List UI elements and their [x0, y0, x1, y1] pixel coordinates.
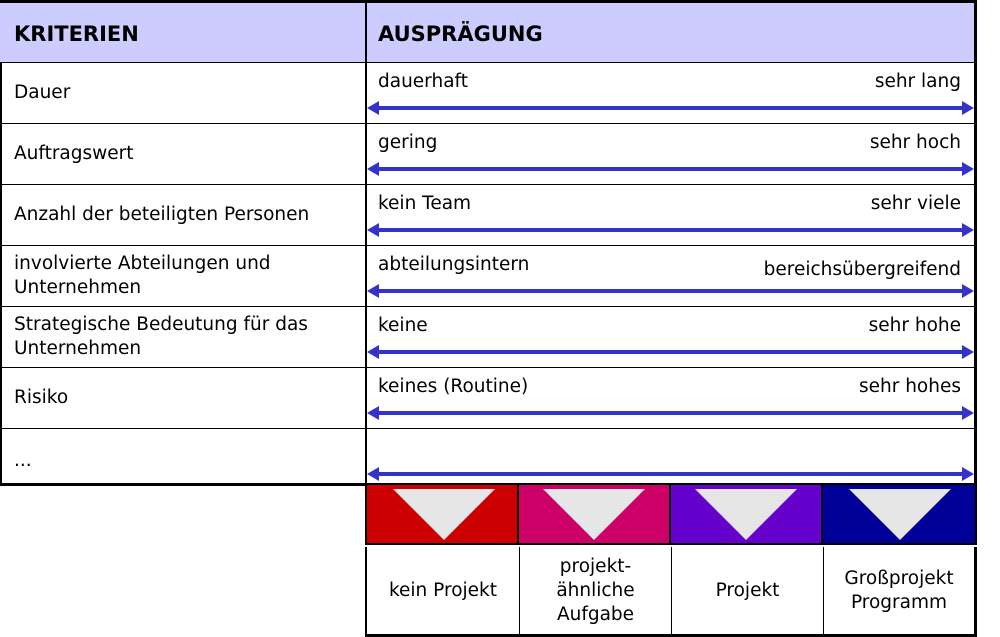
- scale-max-label: sehr hohe: [869, 315, 961, 336]
- double-arrow-icon: [367, 223, 974, 237]
- category-marker-grossprojekt: [821, 483, 977, 545]
- category-label: projekt-ähnliche Aufgabe: [520, 547, 671, 634]
- scale-min-label: keine: [378, 315, 428, 336]
- table-header: KRITERIEN AUSPRÄGUNG: [0, 3, 974, 62]
- table-row: Strategische Bedeutung für das Unternehm…: [0, 307, 974, 367]
- category-marker-projekt: [669, 483, 823, 545]
- triangle-down-icon: [367, 485, 517, 543]
- double-arrow-icon: [367, 284, 974, 298]
- category-label: Projekt: [672, 547, 823, 634]
- criterion-label: Dauer: [14, 63, 354, 123]
- category-marker-kein-projekt: [365, 483, 519, 545]
- table-row: Risiko keines (Routine) sehr hohes: [0, 368, 974, 428]
- table-row: Anzahl der beteiligten Personen kein Tea…: [0, 185, 974, 245]
- column-divider: [365, 3, 367, 486]
- criterion-label: Strategische Bedeutung für das Unternehm…: [14, 307, 354, 367]
- triangle-down-icon: [823, 485, 975, 543]
- double-arrow-icon: [367, 467, 974, 481]
- criterion-label: Anzahl der beteiligten Personen: [14, 185, 354, 245]
- scale-max-label: sehr viele: [871, 193, 961, 214]
- table-row: involvierte Abteilungen und Unternehmen …: [0, 246, 974, 306]
- category-labels: kein Projekt projekt-ähnliche Aufgabe Pr…: [365, 547, 977, 637]
- scale-max-label: sehr hoch: [870, 132, 961, 153]
- scale-min-label: keines (Routine): [378, 376, 528, 397]
- category-label: Großprojekt Programm: [824, 547, 974, 634]
- scale-min-label: dauerhaft: [378, 71, 468, 92]
- category-label: kein Projekt: [367, 547, 519, 634]
- criterion-label: Risiko: [14, 368, 354, 428]
- table-row: ...: [0, 429, 974, 489]
- category-marker-projektaehnlich: [517, 483, 671, 545]
- header-criteria: KRITERIEN: [14, 3, 139, 62]
- double-arrow-icon: [367, 345, 974, 359]
- criterion-label: Auftragswert: [14, 124, 354, 184]
- category-scale: kein Projekt projekt-ähnliche Aufgabe Pr…: [365, 483, 977, 637]
- double-arrow-icon: [367, 162, 974, 176]
- double-arrow-icon: [367, 406, 974, 420]
- scale-max-label: bereichsübergreifend: [764, 259, 961, 280]
- triangle-down-icon: [519, 485, 669, 543]
- scale-max-label: sehr hohes: [859, 376, 961, 397]
- criteria-table: KRITERIEN AUSPRÄGUNG Dauer dauerhaft seh…: [0, 0, 977, 486]
- double-arrow-icon: [367, 101, 974, 115]
- criterion-label: involvierte Abteilungen und Unternehmen: [14, 246, 354, 306]
- scale-min-label: gering: [378, 132, 437, 153]
- triangle-down-icon: [671, 485, 821, 543]
- table-row: Dauer dauerhaft sehr lang: [0, 63, 974, 123]
- header-expression: AUSPRÄGUNG: [378, 3, 543, 62]
- table-row: Auftragswert gering sehr hoch: [0, 124, 974, 184]
- scale-max-label: sehr lang: [875, 71, 961, 92]
- scale-min-label: kein Team: [378, 193, 471, 214]
- scale-min-label: abteilungsintern: [378, 254, 529, 275]
- criterion-label: ...: [14, 429, 354, 489]
